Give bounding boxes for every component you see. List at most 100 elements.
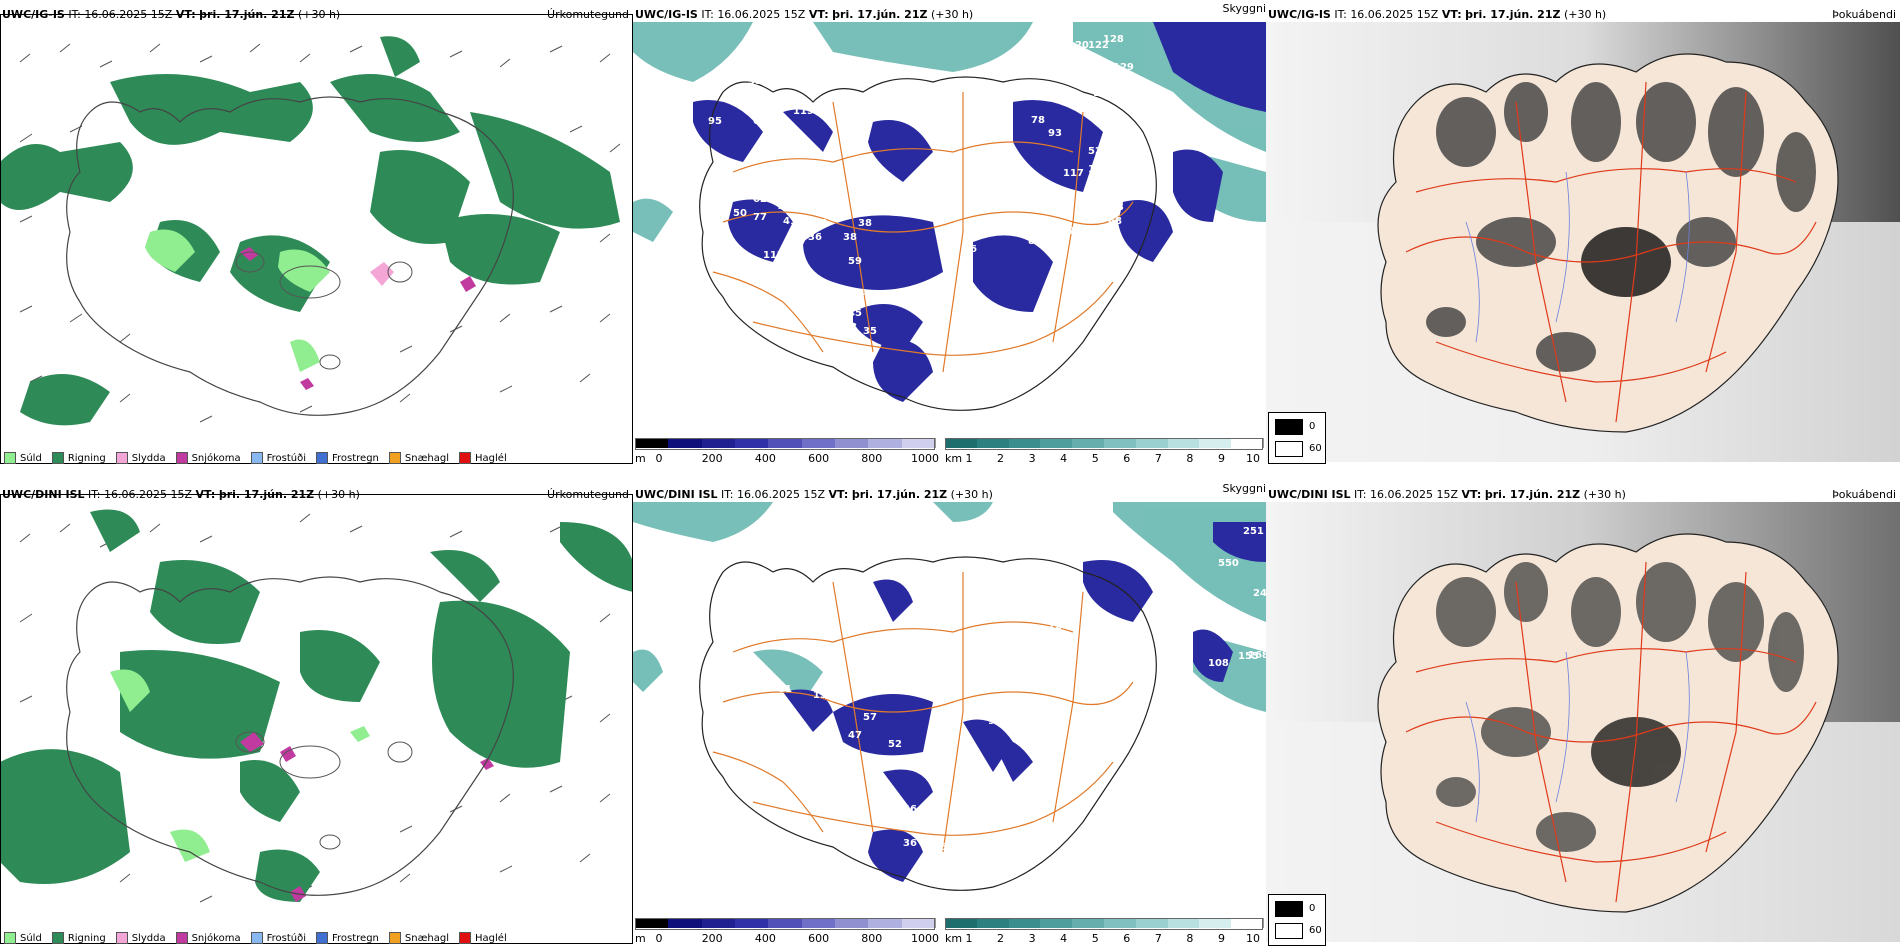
ceiling-label: 42 bbox=[778, 202, 792, 213]
panel-title: Úrkomutegund bbox=[547, 488, 629, 501]
road-network bbox=[712, 92, 1134, 373]
ceiling-label: 251 bbox=[1243, 526, 1264, 537]
legend-label: Rigning bbox=[67, 932, 106, 944]
colorbar-tick: 600 bbox=[808, 932, 830, 945]
ceiling-label: 117 bbox=[1048, 44, 1069, 55]
ceiling-label: 109 bbox=[753, 166, 774, 177]
colorbar-tick: 4 bbox=[1060, 452, 1068, 465]
legend-label: Frostúði bbox=[266, 452, 306, 464]
fog-legend: 0 60 bbox=[1268, 894, 1326, 946]
precip-type-panel[interactable]: UWC/DINI ISL IT: 16.06.2025 15Z VT: þri.… bbox=[0, 480, 633, 950]
visibility-colorbar: km 1 2 3 4 5 6 7 8 9 10 bbox=[945, 438, 1264, 468]
legend-label: Rigning bbox=[67, 452, 106, 464]
colorbar-unit: m bbox=[635, 452, 646, 465]
legend-item: Snæhagl bbox=[388, 932, 449, 944]
legend-item: Frostúði bbox=[250, 452, 306, 464]
fog-map[interactable] bbox=[1266, 502, 1900, 942]
road-network bbox=[1405, 81, 1817, 423]
ceiling-label: 45 bbox=[848, 308, 862, 319]
ceiling-label: 52 bbox=[888, 739, 902, 750]
legend-label: Frostúði bbox=[266, 932, 306, 944]
ceiling-label: 50 bbox=[733, 208, 747, 219]
legend-label: Frostregn bbox=[332, 932, 379, 944]
glacier-outlines bbox=[235, 731, 413, 850]
panel-title: Skyggni bbox=[1222, 482, 1266, 495]
legend-swatch bbox=[316, 452, 328, 464]
ceiling-colorbar: m 0 200 400 600 800 1000 bbox=[635, 918, 939, 948]
colorbar-tick: 5 bbox=[1091, 452, 1099, 465]
colorbar-tick: 3 bbox=[1028, 452, 1036, 465]
rain-areas bbox=[0, 509, 633, 902]
panel-header: UWC/DINI ISL IT: 16.06.2025 15Z VT: þri.… bbox=[2, 488, 360, 501]
panel-header: UWC/IG-IS IT: 16.06.2025 15Z VT: þri. 17… bbox=[2, 8, 341, 21]
ceiling-label: 66 bbox=[1003, 724, 1017, 735]
ceiling-label: 140 bbox=[1093, 88, 1114, 99]
fog-index-panel[interactable]: UWC/DINI ISL IT: 16.06.2025 15Z VT: þri.… bbox=[1266, 480, 1900, 950]
ceiling-label: 77 bbox=[753, 212, 767, 223]
ceiling-label: 37 bbox=[933, 708, 947, 719]
legend-label: Haglél bbox=[475, 452, 507, 464]
iceland-outline bbox=[699, 76, 1157, 411]
ceiling-label: 40 bbox=[898, 822, 912, 833]
ceiling-label: 66 bbox=[963, 244, 977, 255]
road-network bbox=[1405, 561, 1817, 903]
colorbar-segment bbox=[901, 438, 936, 448]
ceiling-label: 161 bbox=[1048, 56, 1069, 67]
ceiling-label: 47 bbox=[848, 730, 862, 741]
precip-legend: Súld Rigning Slydda Snjókoma Frostúði Frostre… bbox=[4, 452, 507, 464]
panel-title: Þokuábendi bbox=[1832, 8, 1896, 21]
legend-label: Snjókoma bbox=[191, 452, 241, 464]
legend-swatch bbox=[459, 452, 472, 464]
colorbar-tick: 1 bbox=[965, 452, 973, 465]
legend-item: Snæhagl bbox=[388, 452, 449, 464]
colorbar-segment bbox=[1231, 438, 1264, 448]
visibility-colorbar: km 1 2 3 4 5 6 7 8 9 10 bbox=[945, 918, 1264, 948]
fog-index-panel[interactable]: UWC/IG-IS IT: 16.06.2025 15Z VT: þri. 17… bbox=[1266, 0, 1900, 470]
legend-label: Snjókoma bbox=[191, 932, 241, 944]
colorbar-tick: 0 bbox=[655, 932, 663, 945]
ceiling-label: 243 bbox=[1253, 588, 1266, 599]
colorbar-tick: 600 bbox=[808, 452, 830, 465]
legend-swatch bbox=[459, 932, 472, 944]
ceiling-label: 23 bbox=[758, 64, 772, 75]
ceiling-label: 44 bbox=[851, 288, 865, 299]
fog-map[interactable] bbox=[1266, 22, 1900, 462]
ceiling-label: 93 bbox=[1048, 128, 1062, 139]
ceiling-label: 155 bbox=[1238, 651, 1259, 662]
ceiling-label: 36 bbox=[903, 838, 917, 849]
visibility-panel[interactable]: UWC/IG-IS IT: 16.06.2025 15Z VT: þri. 17… bbox=[633, 0, 1266, 470]
ceiling-label: 61 bbox=[853, 161, 867, 172]
fog-shading bbox=[1426, 82, 1816, 372]
ceiling-label: 119 bbox=[793, 106, 814, 117]
ceiling-label: 134 bbox=[888, 756, 909, 767]
ceiling-label: 94 bbox=[1023, 726, 1037, 737]
ceiling-label: 550 bbox=[1218, 558, 1239, 569]
ceiling-label: 48 bbox=[843, 322, 857, 333]
colorbar-tick: 3 bbox=[1028, 932, 1036, 945]
legend-item: Frostúði bbox=[250, 932, 306, 944]
ceiling-label: 112 bbox=[763, 250, 784, 261]
iceland-outline bbox=[699, 556, 1157, 891]
ceiling-label: 43 bbox=[823, 734, 837, 745]
precip-map[interactable] bbox=[0, 22, 633, 462]
colorbar-tick: 200 bbox=[701, 932, 723, 945]
ceiling-label: 38 bbox=[858, 218, 872, 229]
legend-item: Slydda bbox=[115, 932, 166, 944]
iceland-outline bbox=[66, 576, 514, 896]
precip-type-panel[interactable]: UWC/IG-IS IT: 16.06.2025 15Z VT: þri. 17… bbox=[0, 0, 633, 470]
ceiling-label: 33 bbox=[748, 76, 762, 87]
legend-item: Rigning bbox=[51, 932, 106, 944]
colorbar-tick: 7 bbox=[1154, 932, 1162, 945]
ceiling-label: 108 bbox=[1208, 658, 1229, 669]
ceiling-label: 57 bbox=[863, 712, 877, 723]
ceiling-label: 128 bbox=[1048, 621, 1069, 632]
ceiling-label: 110 bbox=[761, 106, 782, 117]
ceiling-label: 10 bbox=[873, 606, 887, 617]
forecast-row-dini-isl: UWC/DINI ISL IT: 16.06.2025 15Z VT: þri.… bbox=[0, 480, 1900, 950]
colorbar-tick: 400 bbox=[754, 932, 776, 945]
visibility-panel[interactable]: UWC/DINI ISL IT: 16.06.2025 15Z VT: þri.… bbox=[633, 480, 1266, 950]
precip-map[interactable] bbox=[0, 502, 633, 942]
fog-legend: 0 60 bbox=[1268, 412, 1326, 464]
